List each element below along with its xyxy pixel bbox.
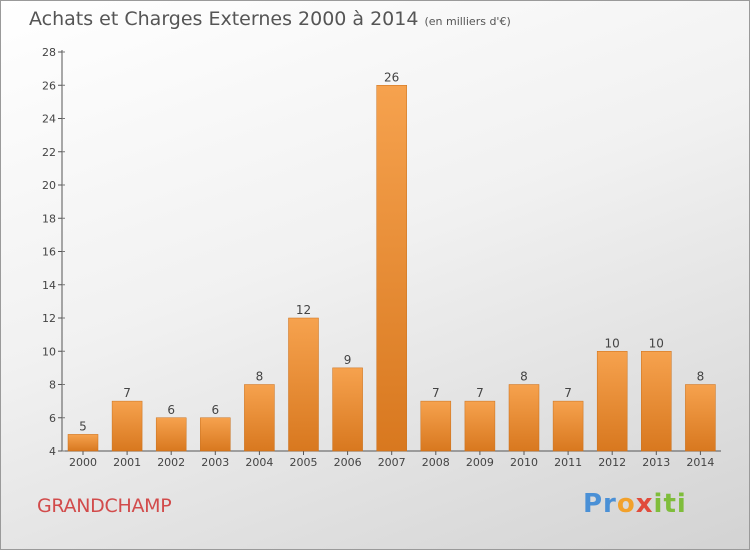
value-label-2013: 10 [649, 336, 664, 350]
commune-name: GRANDCHAMP [37, 495, 172, 517]
x-tick-label-2010: 2010 [510, 456, 538, 469]
bar-2010 [508, 384, 540, 452]
chart-title: Achats et Charges Externes 2000 à 2014 (e… [29, 8, 511, 30]
x-tick-label-2014: 2014 [686, 456, 714, 469]
value-label-2000: 5 [79, 419, 87, 433]
bar-2012 [596, 351, 628, 452]
y-tick-label: 10 [42, 345, 56, 358]
bar-2014 [685, 384, 716, 452]
bar-2007 [376, 85, 407, 452]
bars [67, 85, 716, 452]
y-tick-label: 6 [49, 412, 56, 425]
x-tick-label-2000: 2000 [69, 456, 97, 469]
value-label-2011: 7 [564, 386, 572, 400]
y-tick-label: 8 [49, 379, 56, 392]
logo-part-4: iti [653, 489, 687, 519]
bar-2004 [244, 384, 275, 452]
value-label-2001: 7 [123, 386, 131, 400]
x-tick-label-2005: 2005 [290, 456, 318, 469]
logo-part-2: o [616, 489, 636, 519]
bar-2005 [288, 317, 319, 452]
bar-2001 [111, 400, 143, 452]
value-label-2012: 10 [605, 336, 620, 350]
value-label-2007: 26 [384, 70, 399, 84]
bar-2008 [420, 400, 452, 452]
x-tick-label-2002: 2002 [157, 456, 185, 469]
value-label-2010: 8 [520, 370, 528, 384]
value-label-2004: 8 [256, 370, 264, 384]
value-label-2003: 6 [211, 403, 219, 417]
y-tick-label: 26 [42, 79, 56, 92]
value-label-2002: 6 [167, 403, 175, 417]
value-label-2005: 12 [296, 303, 311, 317]
y-tick-label: 28 [42, 46, 56, 59]
chart-subtitle: (en milliers d'€) [424, 15, 511, 28]
value-label-2006: 9 [344, 353, 352, 367]
logo-part-1: Pr [583, 489, 617, 519]
y-tick-label: 20 [42, 179, 56, 192]
x-tick-label-2003: 2003 [201, 456, 229, 469]
y-tick-label: 22 [42, 146, 56, 159]
logo-part-3: x [635, 489, 654, 519]
y-tick-label: 14 [42, 279, 56, 292]
bar-2002 [155, 417, 187, 452]
proxiti-logo: Proxiti [583, 489, 687, 519]
bar-2000 [67, 434, 99, 452]
bar-2006 [332, 367, 363, 452]
bar-2009 [464, 400, 496, 452]
x-tick-label-2012: 2012 [598, 456, 626, 469]
x-tick-label-2011: 2011 [554, 456, 582, 469]
bar-2013 [641, 351, 672, 452]
y-tick-label: 16 [42, 246, 56, 259]
x-tick-label-2008: 2008 [422, 456, 450, 469]
y-tick-label: 12 [42, 312, 56, 325]
x-tick-label-2009: 2009 [466, 456, 494, 469]
y-tick-label: 18 [42, 212, 56, 225]
x-tick-label-2013: 2013 [642, 456, 670, 469]
x-tick-label-2006: 2006 [334, 456, 362, 469]
value-label-2014: 8 [697, 370, 705, 384]
y-tick-label: 24 [42, 113, 56, 126]
bar-2011 [552, 400, 584, 452]
x-tick-label-2007: 2007 [378, 456, 406, 469]
value-label-2009: 7 [476, 386, 484, 400]
value-label-2008: 7 [432, 386, 440, 400]
x-tick-label-2004: 2004 [245, 456, 273, 469]
y-tick-label: 4 [49, 445, 56, 458]
bar-2003 [200, 417, 231, 452]
x-tick-label-2001: 2001 [113, 456, 141, 469]
labels: 5 2000 7 2001 6 2002 6 2003 8 2004 12 2005 9 2006 26 20… [69, 70, 714, 469]
chart-title-text: Achats et Charges Externes 2000 à 2014 [29, 8, 419, 30]
